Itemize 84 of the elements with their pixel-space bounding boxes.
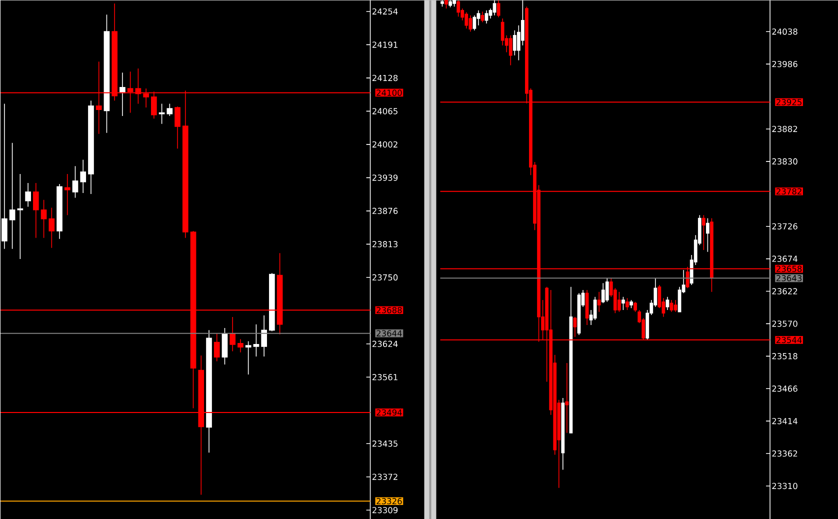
candlestick — [56, 183, 62, 240]
ref-line-label: 23688 — [376, 306, 402, 314]
ref-line-label: 23494 — [376, 409, 402, 416]
candlestick — [456, 0, 460, 17]
candlestick — [565, 362, 569, 434]
candlestick — [601, 282, 605, 304]
candlestick — [166, 103, 173, 116]
y-tick-label: 23414 — [772, 418, 798, 424]
candlestick — [634, 301, 637, 312]
candlestick — [214, 332, 220, 362]
candlestick — [622, 296, 625, 310]
y-tick-label: 23622 — [772, 288, 798, 294]
ref-line-label: 23544 — [776, 336, 802, 343]
candlestick — [573, 316, 577, 337]
y-tick-label: 23362 — [772, 450, 798, 456]
candlestick — [496, 0, 500, 18]
ref-line-label: 24100 — [376, 89, 402, 96]
candlestick — [666, 296, 670, 310]
y-tick-label: 24254 — [372, 8, 398, 14]
ref-line-label: 23326 — [376, 498, 402, 504]
candlestick — [80, 159, 86, 194]
ref-line-label: 23643 — [776, 274, 802, 282]
candlestick — [605, 278, 609, 302]
candlestick — [480, 10, 484, 22]
candlestick — [618, 291, 621, 312]
candlestick — [269, 272, 275, 332]
ref-line-label: 23644 — [376, 330, 402, 336]
candlestick — [174, 106, 180, 149]
candlestick — [585, 289, 589, 326]
y-tick-label: 24191 — [372, 41, 398, 48]
y-tick-label: 24128 — [372, 74, 398, 81]
candlestick — [32, 182, 39, 238]
candlestick — [597, 291, 601, 312]
candlestick — [577, 292, 581, 336]
candlestick — [48, 207, 55, 248]
candlestick — [440, 0, 444, 7]
y-tick-label: 23813 — [372, 240, 398, 248]
candlestick — [561, 397, 565, 470]
y-tick-label: 23674 — [772, 255, 798, 262]
candlestick — [261, 314, 267, 357]
y-tick-label: 24038 — [772, 28, 798, 34]
candlestick — [104, 14, 110, 133]
candlestick — [670, 299, 674, 312]
candlestick — [492, 0, 496, 16]
y-tick-label: 23986 — [772, 60, 798, 67]
y-tick-label: 23830 — [772, 158, 798, 164]
y-tick-label: 23309 — [372, 506, 398, 513]
y-tick-label: 23876 — [372, 208, 398, 214]
candlestick — [25, 182, 31, 207]
ref-line-label: 23658 — [776, 265, 802, 272]
candlestick — [230, 316, 236, 352]
y-tick-label: 24002 — [372, 141, 398, 148]
ref-line-label: 23782 — [776, 188, 802, 194]
candlestick — [674, 299, 678, 312]
y-tick-label: 23435 — [372, 440, 398, 447]
candlestick — [472, 14, 476, 31]
candlestick — [626, 297, 629, 310]
candlestick — [64, 173, 70, 216]
candlestick — [206, 330, 212, 453]
y-tick-label: 23624 — [372, 340, 398, 347]
candlestick — [508, 34, 512, 66]
candlestick — [484, 10, 488, 24]
y-tick-label: 23726 — [772, 222, 798, 230]
candlestick — [444, 0, 448, 9]
candlestick — [88, 100, 94, 194]
y-tick-label: 23372 — [372, 474, 398, 480]
candlestick — [569, 286, 573, 434]
candlestick — [630, 299, 633, 308]
candlestick — [448, 0, 452, 8]
candlestick — [452, 0, 456, 7]
candlestick — [468, 14, 472, 32]
candlestick — [464, 12, 468, 29]
y-tick-label: 23310 — [772, 482, 798, 489]
y-tick-label: 23466 — [772, 385, 798, 392]
y-tick-label: 23939 — [372, 174, 398, 181]
y-tick-label: 24065 — [372, 108, 398, 114]
y-tick-label: 23518 — [772, 352, 798, 360]
candlestick — [2, 103, 8, 250]
y-tick-label: 23750 — [372, 274, 398, 280]
candlestick — [238, 338, 244, 352]
y-tick-label: 23561 — [372, 374, 398, 380]
y-tick-label: 23882 — [772, 126, 798, 132]
ref-line-label: 23925 — [776, 98, 802, 106]
y-tick-label: 23570 — [772, 320, 798, 327]
